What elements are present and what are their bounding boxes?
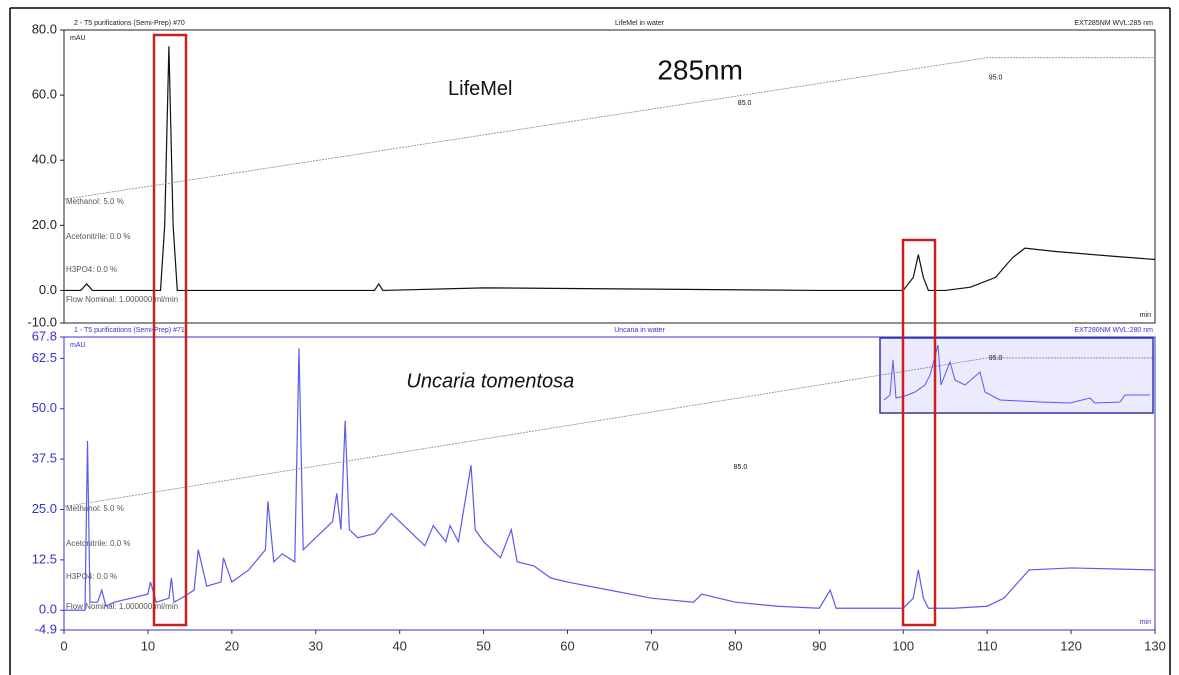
method-label: H3PO4: 0.0 % [66, 572, 117, 581]
x-tick-label: 90 [812, 638, 826, 653]
panel-header: 1 - T5 purifications (Semi-Prep) #71 [74, 327, 185, 334]
method-label: Acetonitrile: 0.0 % [66, 232, 130, 241]
y-tick-label: -4.9 [35, 621, 57, 636]
x-tick-label: 80 [728, 638, 742, 653]
x-tick-label: 110 [977, 638, 998, 653]
panel-header: EXT280NM WVL:280 nm [1074, 327, 1153, 334]
x-tick-label: 70 [644, 638, 658, 653]
plots: 2 - T5 purifications (Semi-Prep) #70 Life… [27, 20, 1165, 654]
x-tick-label: 0 [60, 638, 67, 653]
method-label: Acetonitrile: 0.0 % [66, 539, 130, 548]
panel-header: EXT285NM WVL:285 nm [1074, 20, 1153, 27]
annotation: Uncaria tomentosa [406, 370, 574, 392]
y-tick-label: 40.0 [32, 152, 57, 167]
gradient-line [63, 57, 1155, 200]
x-tick-label: 120 [1060, 638, 1082, 653]
method-label: H3PO4: 0.0 % [66, 265, 117, 274]
y-tick-label: 20.0 [32, 217, 57, 232]
x-unit: min [1140, 619, 1151, 626]
x-tick-label: 130 [1144, 638, 1166, 653]
y-tick-label: 12.5 [32, 551, 57, 566]
panel-header: LifeMel in water [615, 20, 665, 27]
chromatogram-trace [64, 348, 1156, 611]
x-unit: min [1140, 312, 1151, 319]
method-label: Flow Nominal: 1.000000 ml/min [66, 602, 178, 611]
x-tick-label: 10 [141, 638, 155, 653]
y-tick-label: 80.0 [32, 21, 57, 36]
y-tick-label: -10.0 [27, 314, 57, 329]
method-label: Methanol: 5.0 % [66, 197, 124, 206]
highlight-box [901, 238, 937, 627]
plot-frame [63, 29, 1156, 324]
y-tick-label: 67.8 [32, 328, 57, 343]
inset-zoom [879, 337, 1154, 414]
annotation: 95.0 [989, 75, 1003, 82]
x-tick-label: 50 [476, 638, 490, 653]
x-tick-label: 60 [560, 638, 574, 653]
y-tick-label: 37.5 [32, 451, 57, 466]
panel-header: Uncaria in water [614, 327, 665, 334]
method-label: Flow Nominal: 1.000000 ml/min [66, 295, 178, 304]
highlight-box [152, 33, 188, 627]
x-tick-label: 20 [225, 638, 239, 653]
chromatogram-trace [64, 46, 1156, 292]
x-tick-label: 100 [892, 638, 914, 653]
y-unit: mAU [70, 35, 86, 42]
annotation: 285nm [657, 54, 743, 85]
y-tick-label: 0.0 [39, 602, 57, 617]
y-tick-label: 25.0 [32, 501, 57, 516]
annotation: 95.0 [989, 355, 1003, 362]
annotation: 85.0 [734, 464, 748, 471]
y-tick-label: 60.0 [32, 87, 57, 102]
y-tick-label: 0.0 [39, 282, 57, 297]
annotation: 85.0 [738, 100, 752, 107]
x-tick-label: 40 [392, 638, 406, 653]
x-tick-label: 30 [309, 638, 323, 653]
y-tick-label: 62.5 [32, 350, 57, 365]
panel-header: 2 - T5 purifications (Semi-Prep) #70 [74, 20, 185, 27]
y-unit: mAU [70, 342, 86, 349]
y-tick-label: 50.0 [32, 400, 57, 415]
plot-frame [63, 336, 1156, 631]
method-label: Methanol: 5.0 % [66, 504, 124, 513]
annotation: LifeMel [448, 78, 512, 100]
